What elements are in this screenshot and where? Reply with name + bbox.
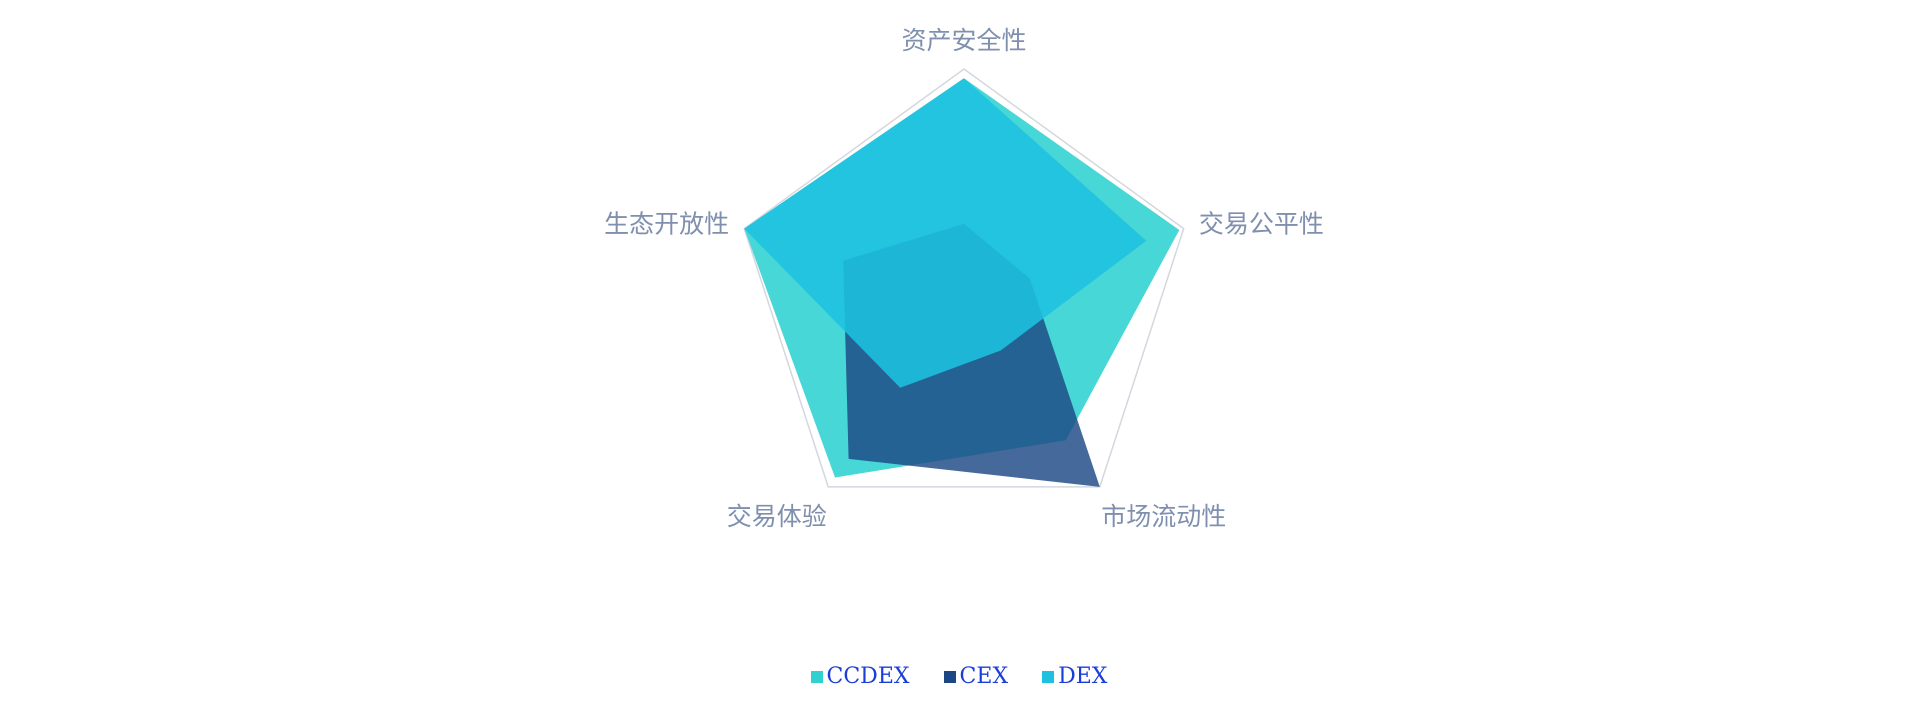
series-layer — [744, 78, 1180, 487]
axis-label-layer: 资产安全性 交易公平性 市场流动性 交易体验 生态开放性 — [604, 26, 1324, 531]
legend: CCDEX CEX DEX — [0, 664, 1918, 689]
legend-swatch-dex — [1042, 670, 1055, 683]
axis-label-0: 资产安全性 — [901, 26, 1026, 55]
legend-label-dex: DEX — [1058, 664, 1108, 689]
legend-swatch-cex — [943, 670, 956, 683]
legend-label-cex: CEX — [959, 664, 1009, 689]
axis-label-2: 市场流动性 — [1101, 502, 1226, 531]
series-area-dex[interactable] — [744, 78, 1147, 388]
axis-label-1: 交易公平性 — [1199, 210, 1324, 239]
axis-label-3: 交易体验 — [727, 502, 827, 531]
legend-item-dex[interactable]: DEX — [1042, 664, 1107, 689]
axis-label-4: 生态开放性 — [604, 210, 729, 239]
radar-outer-pentagon — [743, 68, 1185, 488]
legend-item-cex[interactable]: CEX — [943, 664, 1009, 689]
legend-label-ccdex: CCDEX — [826, 664, 910, 689]
legend-swatch-ccdex — [810, 670, 823, 683]
legend-item-ccdex[interactable]: CCDEX — [810, 664, 910, 689]
